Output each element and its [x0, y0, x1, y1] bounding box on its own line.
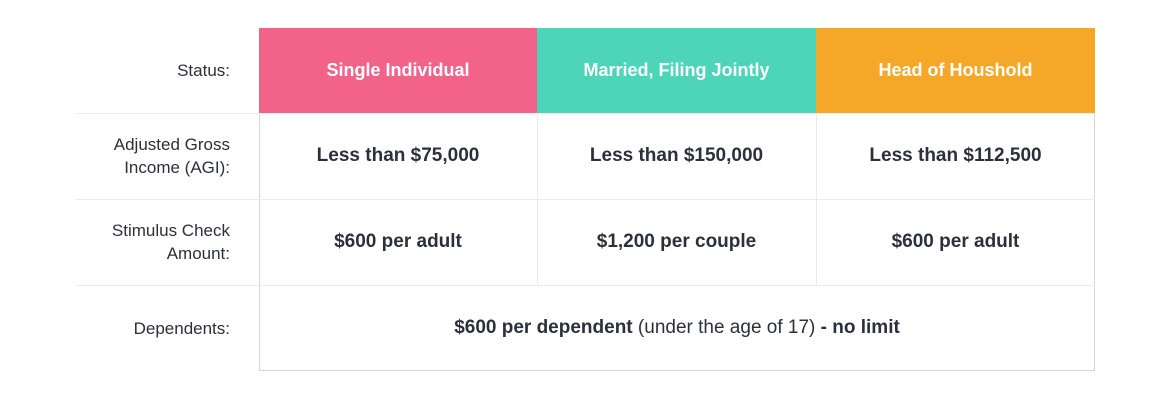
divider	[537, 113, 538, 285]
header-married: Married, Filing Jointly	[537, 28, 816, 113]
stimulus-single: $600 per adult	[334, 231, 462, 252]
agi-married: Less than $150,000	[589, 145, 764, 166]
agi-head: Less than $112,500	[869, 145, 1042, 166]
divider	[816, 113, 817, 285]
row-label-agi: Adjusted Gross Income (AGI):	[60, 113, 230, 199]
stimulus-married: $1,200 per couple	[596, 231, 757, 252]
table-frame	[259, 113, 1095, 371]
dependents-cell: $600 per dependent (under the age of 17)…	[259, 285, 1095, 371]
dependents-note: (under the age of 17)	[632, 317, 821, 338]
row-label-stimulus: Stimulus Check Amount:	[60, 199, 230, 285]
dependents-limit: - no limit	[820, 317, 900, 338]
label-line: Adjusted Gross	[113, 135, 230, 154]
label-line: Stimulus Check	[111, 221, 230, 240]
divider	[75, 285, 1095, 286]
header-head: Head of Houshold	[816, 28, 1095, 113]
row-label-status: Status:	[177, 61, 230, 80]
divider	[75, 113, 1095, 114]
dependents-amount: $600 per dependent	[454, 317, 633, 338]
stimulus-head: $600 per adult	[891, 231, 1020, 252]
header-single: Single Individual	[259, 28, 537, 113]
label-line: Amount:	[166, 244, 230, 263]
label-line: Income (AGI):	[124, 158, 230, 177]
divider	[75, 199, 1095, 200]
agi-single: Less than $75,000	[316, 145, 480, 166]
row-label-dependents: Dependents:	[133, 318, 230, 338]
